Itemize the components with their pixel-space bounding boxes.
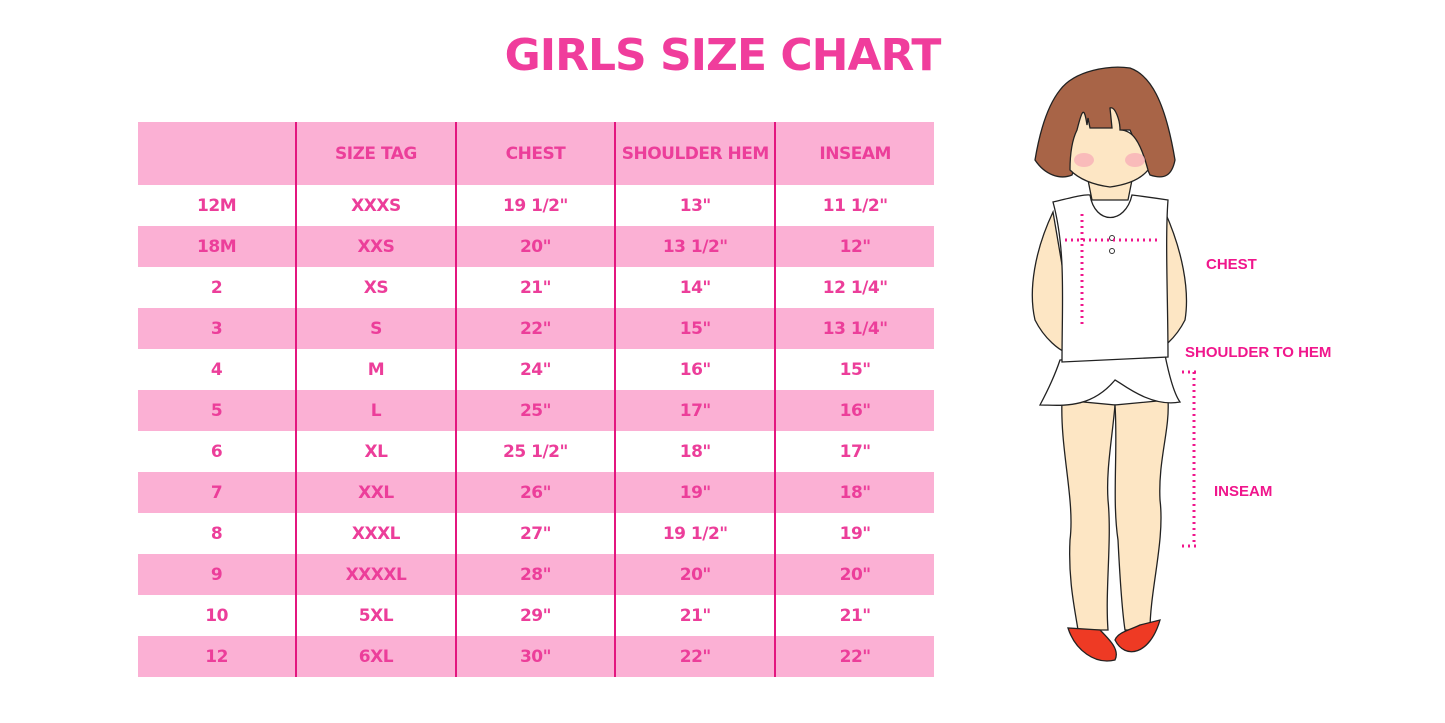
table-cell: 22": [774, 636, 934, 677]
table-cell: 11 1/2": [774, 185, 934, 226]
table-cell: 16": [774, 390, 934, 431]
size-table: SIZE TAG CHEST SHOULDER HEM INSEAM 12M XXXS 1…: [138, 122, 934, 677]
table-row: 9 XXXXL 28" 20" 20": [138, 554, 934, 595]
table-cell: XXXS: [295, 185, 456, 226]
table-cell: 18M: [138, 226, 297, 267]
shoulder-to-hem-label: SHOULDER TO HEM: [1185, 344, 1332, 361]
table-cell: 14": [614, 267, 776, 308]
table-cell: 25": [454, 390, 616, 431]
table-cell: XXS: [295, 226, 456, 267]
table-cell: 12: [138, 636, 297, 677]
table-cell: 6: [210, 441, 223, 462]
table-cell: 13 1/4": [774, 308, 934, 349]
table-cell: 12M: [197, 195, 237, 216]
column-header: SIZE TAG: [295, 122, 456, 185]
table-cell: 22": [614, 636, 776, 677]
table-cell: 29": [454, 595, 616, 636]
table-row: 2 XS 21" 14" 12 1/4": [138, 267, 934, 308]
table-cell: 26": [454, 472, 616, 513]
table-cell: 13 1/2": [614, 226, 776, 267]
table-cell: 15": [774, 349, 934, 390]
table-cell: 20": [774, 554, 934, 595]
table-cell: 22": [454, 308, 616, 349]
chest-label: CHEST: [1206, 256, 1257, 273]
table-cell: 30": [454, 636, 616, 677]
table-cell: 27": [454, 513, 616, 554]
table-cell: 8: [210, 523, 223, 544]
table-row: 8 XXXL 27" 19 1/2" 19": [138, 513, 934, 554]
table-row: 7 XXL 26" 19" 18": [138, 472, 934, 513]
table-cell: 12 1/4": [774, 267, 934, 308]
column-header: [138, 122, 297, 185]
table-cell: XXXXL: [295, 554, 456, 595]
table-row: 12M XXXS 19 1/2" 13" 11 1/2": [138, 185, 934, 226]
table-cell: 15": [614, 308, 776, 349]
table-cell: 9: [138, 554, 297, 595]
table-cell: 21": [774, 595, 934, 636]
table-cell: XXXL: [295, 513, 456, 554]
table-cell: 7: [138, 472, 297, 513]
table-cell: 3: [138, 308, 297, 349]
table-cell: 20": [454, 226, 616, 267]
table-cell: 5XL: [295, 595, 456, 636]
column-header: SHOULDER HEM: [614, 122, 776, 185]
table-row: 18M XXS 20" 13 1/2" 12": [138, 226, 934, 267]
table-cell: L: [295, 390, 456, 431]
table-row: 10 5XL 29" 21" 21": [138, 595, 934, 636]
table-cell: 4: [210, 359, 223, 380]
table-row: 5 L 25" 17" 16": [138, 390, 934, 431]
table-cell: 21": [454, 267, 616, 308]
table-cell: 20": [614, 554, 776, 595]
table-cell: XXL: [295, 472, 456, 513]
table-cell: 25 1/2": [454, 431, 616, 472]
table-cell: 18": [774, 472, 934, 513]
table-cell: 21": [614, 595, 776, 636]
column-header: CHEST: [454, 122, 616, 185]
table-cell: 28": [454, 554, 616, 595]
table-cell: 13": [614, 185, 776, 226]
table-cell: 5: [138, 390, 297, 431]
table-cell: 17": [614, 390, 776, 431]
table-row: 4 M 24" 16" 15": [138, 349, 934, 390]
table-cell: 18": [614, 431, 776, 472]
table-cell: 6XL: [295, 636, 456, 677]
table-cell: M: [295, 349, 456, 390]
table-cell: 19 1/2": [454, 185, 616, 226]
inseam-label: INSEAM: [1214, 483, 1273, 500]
table-cell: 17": [774, 431, 934, 472]
table-row: 12 6XL 30" 22" 22": [138, 636, 934, 677]
cheek: [1074, 153, 1094, 167]
table-cell: 2: [210, 277, 223, 298]
table-cell: 19": [614, 472, 776, 513]
table-cell: XL: [295, 431, 456, 472]
table-row: 6 XL 25 1/2" 18" 17": [138, 431, 934, 472]
table-cell: S: [295, 308, 456, 349]
page-title: GIRLS SIZE CHART: [504, 30, 942, 81]
table-cell: 10: [205, 605, 228, 626]
table-cell: 16": [614, 349, 776, 390]
table-cell: XS: [295, 267, 456, 308]
column-header: INSEAM: [774, 122, 934, 185]
table-row: 3 S 22" 15" 13 1/4": [138, 308, 934, 349]
table-header-row: SIZE TAG CHEST SHOULDER HEM INSEAM: [138, 122, 934, 185]
table-cell: 12": [774, 226, 934, 267]
table-cell: 24": [454, 349, 616, 390]
cheek: [1125, 153, 1145, 167]
table-cell: 19": [774, 513, 934, 554]
table-cell: 19 1/2": [614, 513, 776, 554]
